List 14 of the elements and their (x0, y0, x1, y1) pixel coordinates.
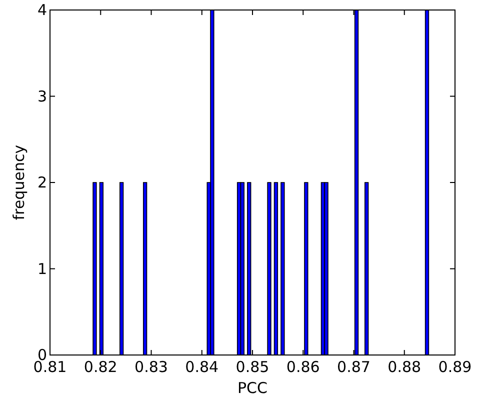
x-tick-label: 0.82 (84, 358, 118, 376)
y-tick-label: 3 (37, 87, 47, 106)
y-axis-title: frequency (10, 144, 28, 220)
x-tick-label: 0.88 (388, 358, 422, 376)
x-tick-label: 0.89 (438, 358, 472, 376)
x-tick-label: 0.87 (337, 358, 370, 376)
x-axis-title: PCC (238, 379, 268, 397)
y-tick-label: 1 (37, 260, 47, 278)
x-tick-label: 0.86 (286, 358, 320, 376)
x-tick-label: 0.85 (236, 358, 270, 376)
y-tick-label: 4 (37, 1, 47, 19)
y-tick-label: 2 (37, 174, 47, 192)
x-tick-label: 0.84 (185, 358, 219, 376)
x-tick-label: 0.83 (134, 358, 168, 376)
